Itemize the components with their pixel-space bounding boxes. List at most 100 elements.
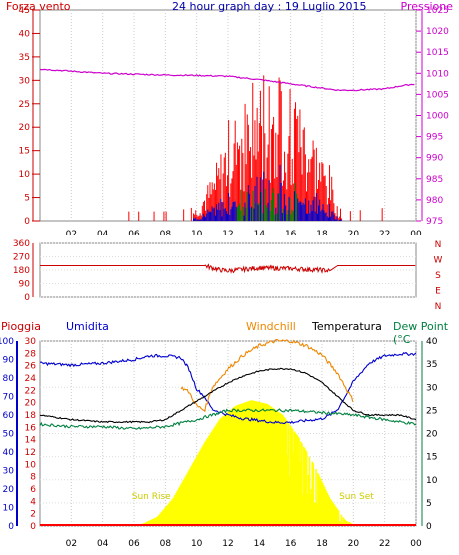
- rain-tick-label: 8: [30, 473, 36, 483]
- rain-tick-label: 20: [25, 399, 37, 409]
- windchill-label: Windchill: [246, 320, 296, 333]
- y2-tick-label: 985: [426, 175, 443, 185]
- rain-tick-label: 14: [25, 436, 37, 446]
- humidity-tick-label: 40: [3, 448, 15, 458]
- humidity-line: [39, 351, 417, 425]
- chart-title: 24 hour graph day : 19 Luglio 2015: [172, 0, 367, 13]
- y2-tick-label: 995: [426, 133, 443, 143]
- temp-tick-label: 40: [426, 337, 438, 347]
- wind-pressure-panel: 0510152025303540459759809859909951000100…: [19, 6, 450, 235]
- rain-tick-label: 26: [25, 362, 37, 372]
- rain-tick-label: 4: [30, 497, 36, 507]
- rain-tick-label: 6: [30, 485, 36, 495]
- y2-tick-label: 1000: [426, 112, 449, 122]
- temp-tick-label: 5: [426, 499, 432, 509]
- y-tick-label: 35: [19, 53, 30, 63]
- rain-tick-label: 18: [25, 411, 37, 421]
- y-tick-label: 40: [19, 29, 31, 39]
- temp-tick-label: 35: [426, 360, 437, 370]
- x-tick-label: 22: [379, 539, 390, 549]
- x-tick-label: 12: [222, 230, 233, 235]
- y-tick-label: 45: [19, 6, 30, 16]
- y2-tick-label: 990: [426, 154, 443, 164]
- x-tick-label: 00: [410, 539, 422, 549]
- direction-tick-label: 90: [19, 280, 31, 290]
- x-tick-label: 08: [160, 539, 172, 549]
- y-tick-label: 25: [19, 100, 30, 110]
- y2-tick-label: 1010: [426, 69, 449, 79]
- humidity-tick-label: 80: [3, 374, 15, 384]
- wind-force-label: Forza vento: [6, 0, 71, 13]
- rain-tick-label: 16: [25, 423, 37, 433]
- x-tick-label: 16: [285, 230, 297, 235]
- y2-tick-label: 1005: [426, 90, 449, 100]
- rain-tick-label: 28: [25, 349, 37, 359]
- humidity-tick-label: 70: [3, 393, 15, 403]
- x-tick-label: 02: [66, 539, 77, 549]
- y-tick-label: 10: [19, 170, 31, 180]
- direction-tick-label: 360: [13, 239, 30, 249]
- x-tick-label: 18: [316, 539, 328, 549]
- x-tick-label: 20: [348, 539, 360, 549]
- direction-tick-label: 0: [24, 293, 30, 303]
- x-tick-label: 18: [316, 230, 328, 235]
- x-tick-label: 04: [97, 230, 109, 235]
- temperature-line: [39, 367, 417, 424]
- x-tick-label: 00: [410, 230, 422, 235]
- temp-tick-label: 30: [426, 383, 438, 393]
- humidity-tick-label: 50: [3, 430, 15, 440]
- rain-tick-label: 0: [30, 522, 36, 532]
- y2-tick-label: 1025: [426, 6, 449, 16]
- rain-tick-label: 24: [25, 374, 37, 384]
- rain-tick-label: 10: [25, 460, 37, 470]
- sunrise-label: Sun Rise: [132, 492, 171, 502]
- y-tick-label: 20: [19, 123, 31, 133]
- rain-label: Pioggia: [1, 320, 41, 333]
- compass-label: E: [435, 287, 441, 297]
- pressure-line: [39, 68, 415, 92]
- direction-line: [40, 263, 416, 274]
- x-tick-label: 10: [191, 539, 203, 549]
- x-tick-label: 20: [348, 230, 360, 235]
- y-tick-label: 30: [19, 76, 31, 86]
- x-tick-label: 10: [191, 230, 203, 235]
- rain-tick-label: 22: [25, 386, 36, 396]
- compass-label: S: [435, 271, 441, 281]
- compass-label: N: [435, 240, 442, 250]
- y-tick-label: 15: [19, 147, 30, 157]
- y2-tick-label: 1020: [426, 27, 449, 37]
- pressure-label: Pressione: [400, 0, 453, 13]
- dewpoint-line: [39, 408, 417, 430]
- x-tick-label: 14: [254, 539, 266, 549]
- compass-label: W: [434, 256, 443, 266]
- humidity-tick-label: 10: [3, 504, 15, 514]
- humidity-tick-label: 30: [3, 467, 15, 477]
- x-tick-label: 14: [254, 230, 266, 235]
- direction-tick-label: 270: [13, 253, 30, 263]
- temperature-humidity-panel: 0102030405060708090100024681012141618202…: [0, 337, 438, 549]
- plot-frame: [39, 242, 417, 298]
- temp-tick-label: 0: [426, 522, 432, 532]
- x-tick-label: 04: [97, 539, 109, 549]
- x-tick-label: 06: [128, 230, 140, 235]
- x-tick-label: 06: [128, 539, 140, 549]
- y2-tick-label: 1015: [426, 48, 449, 58]
- x-tick-label: 22: [379, 230, 390, 235]
- humidity-tick-label: 100: [0, 337, 14, 347]
- humidity-tick-label: 90: [3, 356, 15, 366]
- temp-tick-label: 10: [426, 476, 438, 486]
- y-tick-label: 5: [24, 194, 30, 204]
- x-tick-label: 12: [222, 539, 233, 549]
- compass-label: N: [435, 302, 442, 312]
- humidity-tick-label: 0: [8, 522, 14, 532]
- x-tick-label: 08: [160, 230, 172, 235]
- rain-tick-label: 30: [25, 337, 37, 347]
- rain-tick-label: 2: [30, 510, 36, 520]
- humidity-label: Umidita: [66, 320, 109, 333]
- sunset-label: Sun Set: [339, 492, 374, 502]
- y-tick-label: 0: [24, 217, 30, 227]
- direction-tick-label: 180: [13, 266, 30, 276]
- humidity-tick-label: 20: [3, 485, 15, 495]
- y2-tick-label: 975: [426, 217, 443, 227]
